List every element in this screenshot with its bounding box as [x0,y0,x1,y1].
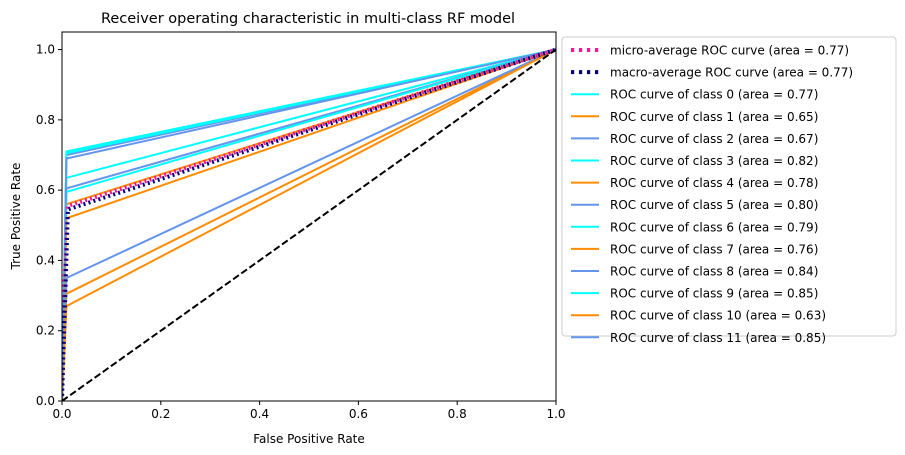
series-layer [62,47,556,401]
legend-label-9: ROC curve of class 7 (area = 0.76) [610,242,818,256]
y-tick-label: 0.8 [36,113,55,127]
x-axis: 0.0 0.2 0.4 0.6 0.8 1.0 [52,401,566,421]
legend-label-10: ROC curve of class 8 (area = 0.84) [610,265,818,279]
legend-label-8: ROC curve of class 6 (area = 0.79) [610,220,818,234]
series-line-13 [62,48,556,401]
plot-area-frame [61,31,557,402]
x-axis-label: False Positive Rate [253,432,365,446]
x-tick-label: 1.0 [546,407,565,421]
legend-label-3: ROC curve of class 1 (area = 0.65) [610,110,818,124]
chart-title: Receiver operating characteristic in mul… [101,11,515,27]
x-tick-label: 0.2 [151,407,170,421]
legend-label-5: ROC curve of class 3 (area = 0.82) [610,154,818,168]
y-tick-label: 0.2 [36,324,55,338]
legend-frame [561,36,897,337]
legend-label-2: ROC curve of class 0 (area = 0.77) [610,88,818,102]
x-tick-label: 0.6 [349,407,368,421]
chance-diagonal-line [62,48,556,401]
x-tick-label: 0.8 [448,407,467,421]
legend: micro-average ROC curve (area = 0.77) mac… [561,36,897,345]
y-axis-label: True Positive Rate [9,163,23,271]
y-tick-label: 0.6 [36,183,55,197]
y-tick-label: 1.0 [36,43,55,57]
legend-label-4: ROC curve of class 2 (area = 0.67) [610,132,818,146]
x-tick-label: 0.4 [250,407,269,421]
legend-label-12: ROC curve of class 10 (area = 0.63) [610,309,826,323]
legend-label-13: ROC curve of class 11 (area = 0.85) [610,331,826,345]
legend-label-6: ROC curve of class 4 (area = 0.78) [610,176,818,190]
y-axis: 0.0 0.2 0.4 0.6 0.8 1.0 [36,43,62,408]
x-tick-label: 0.0 [52,407,71,421]
y-tick-label: 0.4 [36,253,55,267]
y-tick-label: 0.0 [36,394,55,408]
legend-label-11: ROC curve of class 9 (area = 0.85) [610,287,818,301]
legend-label-0: micro-average ROC curve (area = 0.77) [610,44,849,58]
legend-label-7: ROC curve of class 5 (area = 0.80) [610,198,818,212]
series-line-1 [62,47,556,401]
legend-label-1: macro-average ROC curve (area = 0.77) [610,66,853,80]
